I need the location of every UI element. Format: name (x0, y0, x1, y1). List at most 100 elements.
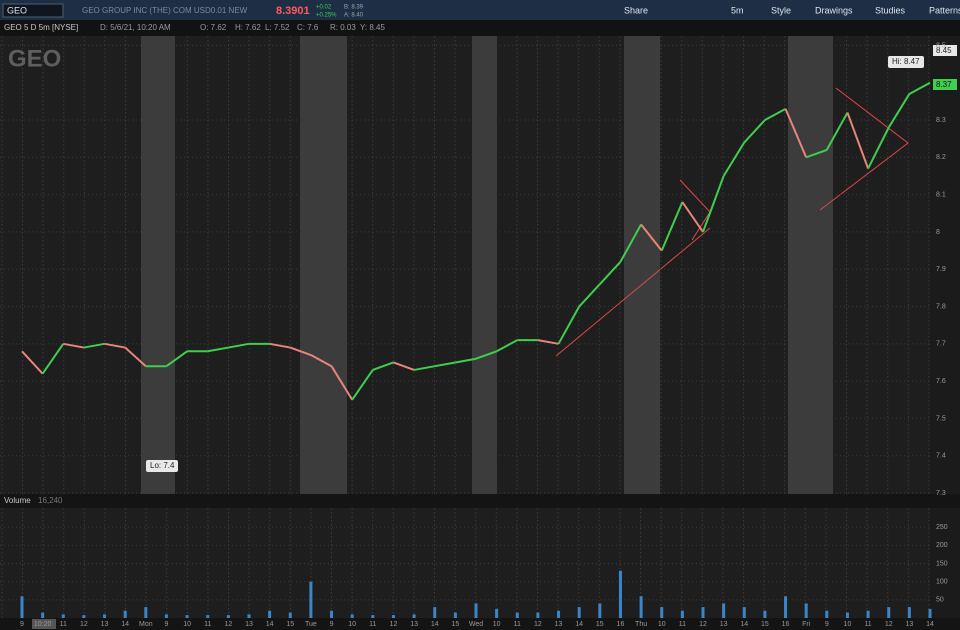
volume-bar (515, 612, 519, 618)
x-tick-label: 13 (720, 621, 728, 628)
price-segment (124, 346, 147, 367)
price-segment (104, 342, 126, 349)
price-segment (537, 339, 559, 345)
volume-bar (639, 596, 643, 618)
price-segment (702, 175, 725, 233)
x-tick-label: 10 (183, 621, 191, 628)
price-segment (475, 350, 497, 360)
volume-bar (536, 612, 540, 618)
volume-bar (495, 608, 499, 618)
percent: +0.25% (316, 13, 337, 19)
x-tick-label: 11 (204, 621, 211, 628)
button[interactable]: Drawings (815, 5, 853, 15)
x-tick-label: 14 (575, 621, 583, 628)
x-tick-label: 12 (80, 621, 88, 628)
price-segment (434, 361, 456, 368)
price-segment (557, 306, 581, 345)
volume-bar (247, 614, 251, 618)
volume-bar (618, 570, 622, 618)
volume-bar (701, 607, 705, 618)
x-tick-label: 11 (60, 621, 67, 628)
high-label: Hi: 8.47 (892, 57, 920, 66)
price-segment (681, 201, 704, 233)
last-price-label: 8.37 (936, 80, 952, 89)
symbol: GEO (7, 5, 27, 15)
price-segment (393, 361, 415, 371)
price-segment (83, 342, 105, 349)
x-tick-label: 14 (121, 621, 129, 628)
volume-bar (433, 607, 437, 618)
volume-tick-label: 150 (936, 560, 948, 567)
header-field: D: 5/6/21, 10:20 AM (100, 23, 171, 32)
volume-bar (350, 614, 354, 618)
price: 8.3901 (276, 5, 310, 17)
price-segment (310, 354, 333, 368)
x-tick-label: 11 (369, 621, 376, 628)
x-tick-label: 13 (245, 621, 253, 628)
toolbar (0, 0, 960, 20)
volume-bar (866, 610, 870, 618)
price-tag-label: 8.45 (936, 46, 952, 55)
price-segment (764, 107, 787, 121)
button[interactable]: 5m (731, 5, 744, 15)
volume-last: 16,240 (38, 496, 63, 505)
volume-header (0, 494, 960, 508)
symbol-box[interactable] (2, 3, 64, 18)
price-segment (578, 283, 601, 308)
button[interactable]: Studies (875, 5, 906, 15)
price-segment (63, 342, 85, 349)
x-tick-label: 14 (740, 621, 748, 628)
x-tick-label: 11 (864, 621, 871, 628)
y-tick-label: 7.3 (936, 490, 946, 497)
price-segment (41, 343, 65, 375)
volume-bar (288, 612, 292, 618)
price-segment (825, 112, 849, 151)
x-tick-label: 9 (165, 621, 169, 628)
x-tick-label: 12 (699, 621, 707, 628)
y-tick-label: 8.3 (936, 117, 946, 124)
x-tick-label: 12 (885, 621, 893, 628)
x-tick-label: 10 (348, 621, 356, 628)
y-tick-label: 7.9 (936, 266, 946, 273)
last-price-tag (933, 79, 957, 90)
price-segment (21, 350, 44, 375)
button[interactable]: Patterns (929, 5, 960, 15)
button[interactable]: Share (624, 5, 648, 15)
price-segment (289, 346, 312, 356)
x-tick-label: 10 (844, 621, 852, 628)
x-tick-label: 13 (905, 621, 913, 628)
volume-bar (474, 603, 478, 618)
y-tick-label: 8 (936, 229, 940, 236)
header-field: C: 7.6 (297, 23, 319, 32)
company: GEO GROUP INC (THE) COM USD0.01 NEW (82, 6, 248, 15)
volume-bar (598, 603, 602, 618)
y-tick-label: 7.8 (936, 303, 946, 310)
price-segment (887, 93, 911, 129)
volume-bar (164, 614, 168, 618)
price-segment (330, 365, 354, 401)
y-tick-label: 7.6 (936, 378, 946, 385)
price-segment (496, 339, 518, 353)
volume-tick-label: 200 (936, 542, 948, 549)
volume-bar (144, 607, 148, 618)
price-tag (933, 45, 957, 56)
price-segment (351, 369, 374, 401)
x-tick-label: 15 (761, 621, 769, 628)
price-segment (867, 127, 890, 169)
button[interactable]: Style (771, 5, 791, 15)
logo: GEO (8, 45, 61, 72)
volume-tick-label: 50 (936, 597, 944, 604)
x-tick-label: 11 (679, 621, 686, 628)
x-tick-label: 12 (390, 621, 398, 628)
volume-tick-label: 250 (936, 524, 948, 531)
low-tag (146, 460, 178, 472)
y-tick-label: 8.1 (936, 191, 946, 198)
volume-bar (722, 603, 726, 618)
volume-bar (391, 615, 395, 618)
x-tick-label: Tue (305, 621, 317, 628)
volume-bar (226, 615, 230, 618)
trendline (555, 227, 711, 357)
volume-bar (887, 607, 891, 618)
price-segment (846, 112, 870, 169)
